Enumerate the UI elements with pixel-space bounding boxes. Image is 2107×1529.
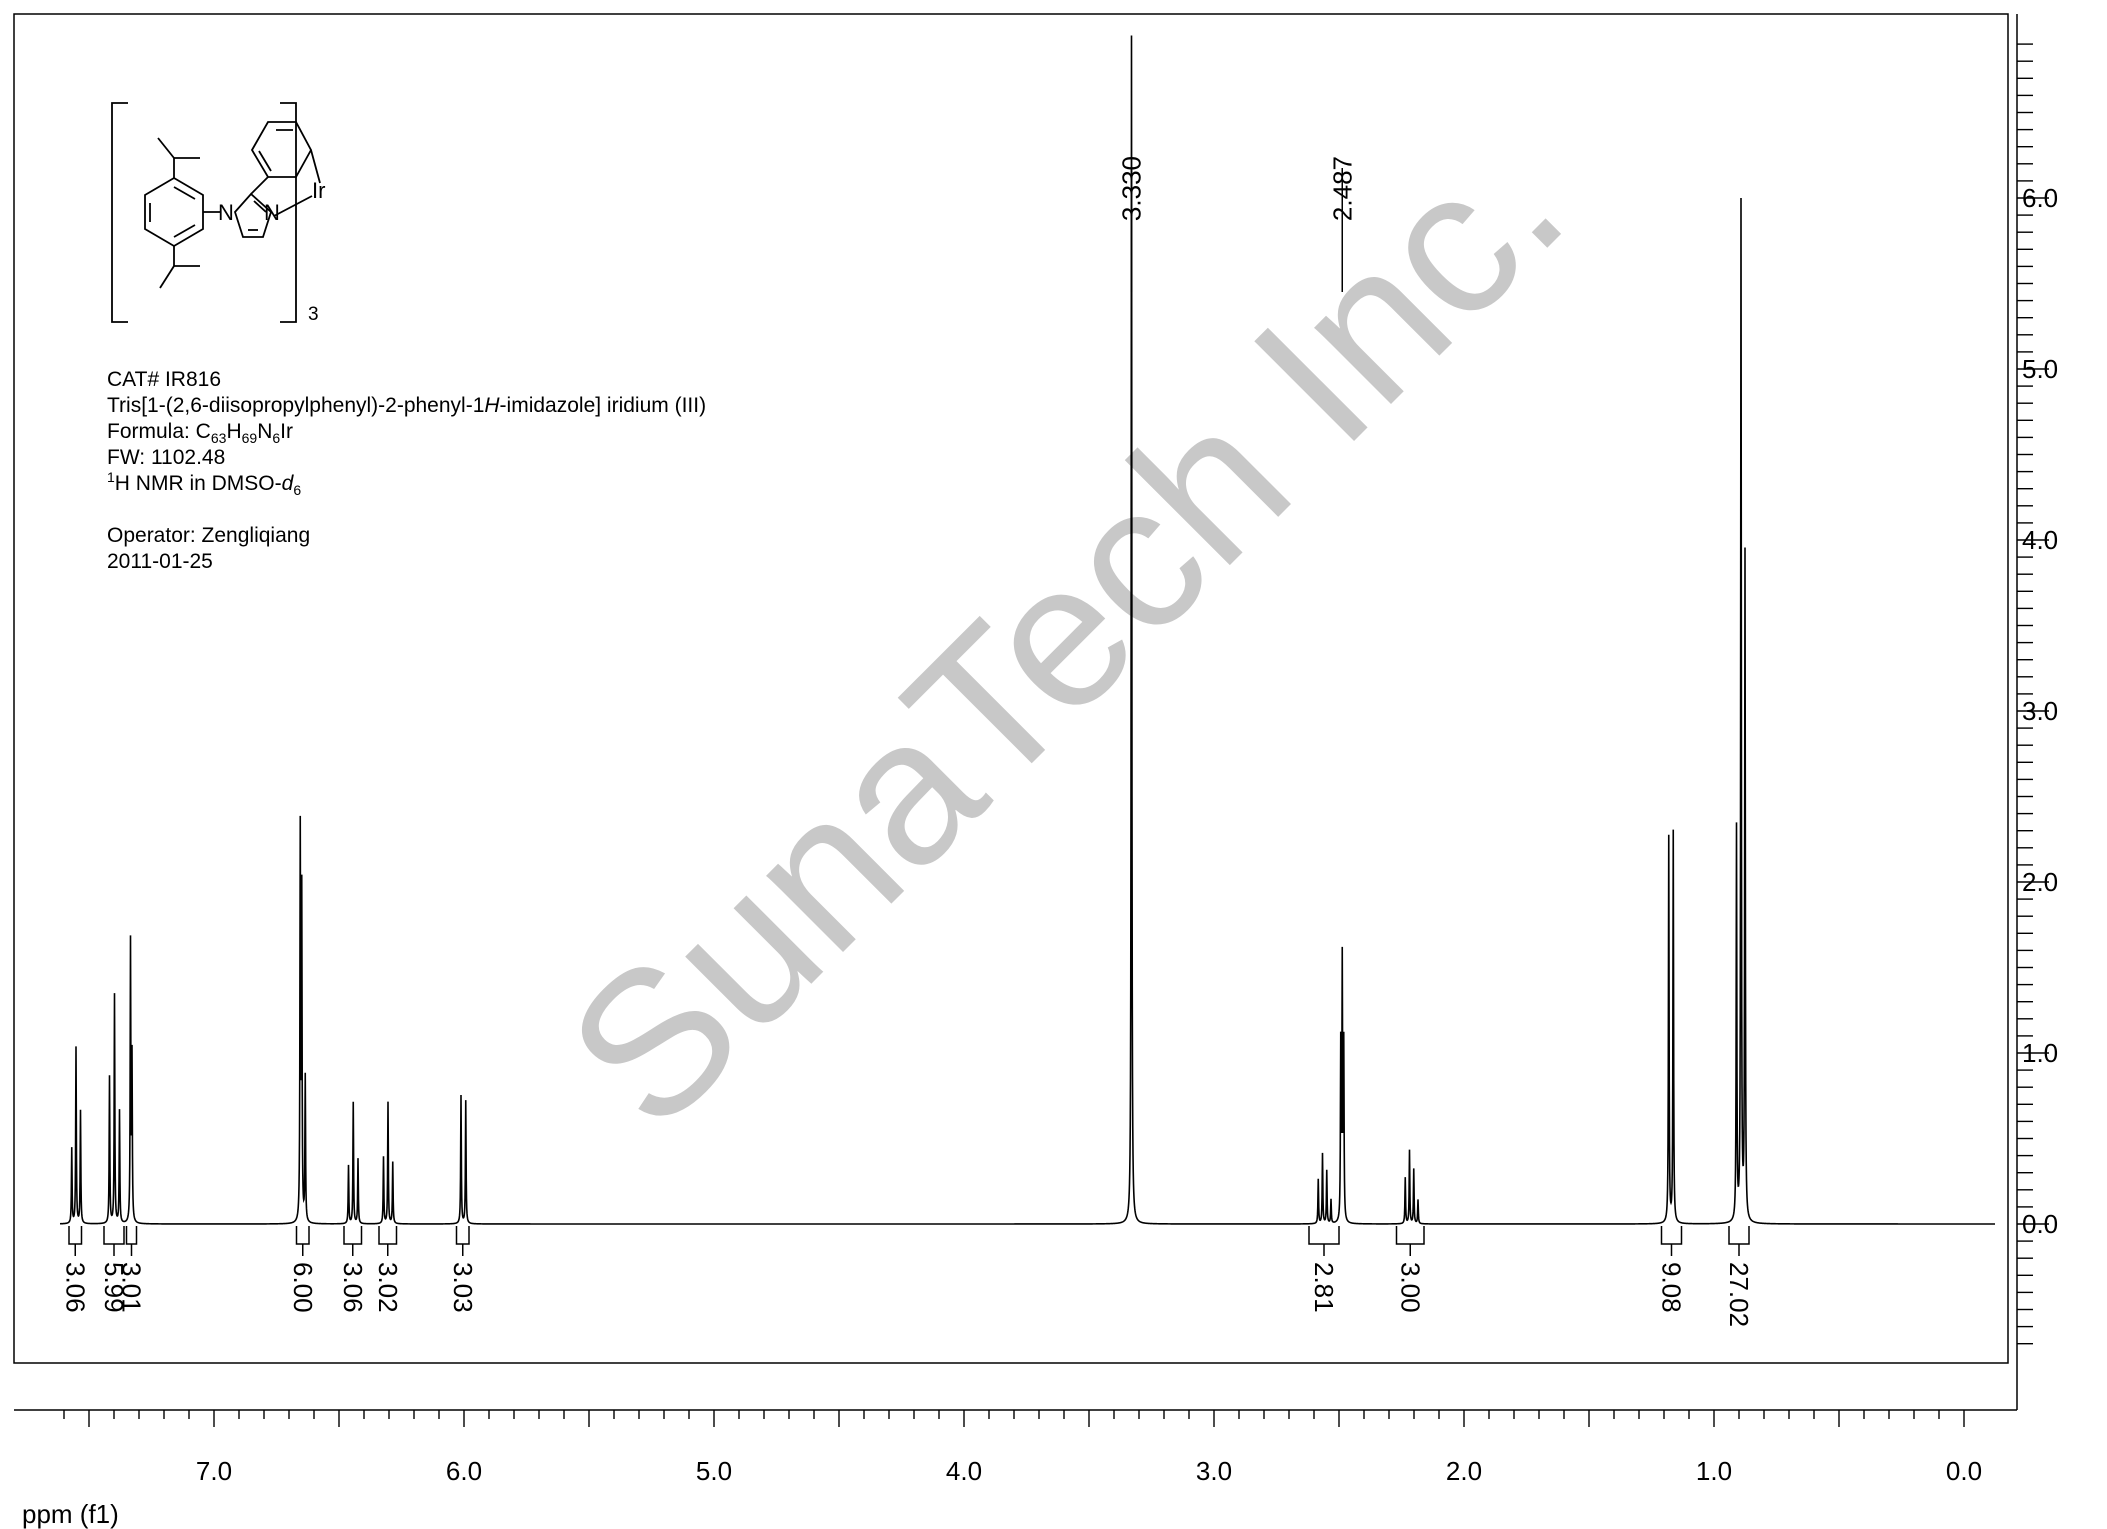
- plot-frame: [13, 13, 2009, 1364]
- compound-info: CAT# IR816 Tris[1-(2,6-diisopropylphenyl…: [107, 367, 706, 575]
- x-tick-label: 7.0: [196, 1456, 232, 1486]
- integral-bracket: [378, 1226, 398, 1256]
- y-tick-label: 1.0: [2022, 1038, 2058, 1068]
- x-tick-label: 4.0: [946, 1456, 982, 1486]
- x-tick-label: 2.0: [1446, 1456, 1482, 1486]
- integral-bracket: [103, 1226, 125, 1256]
- integral-label: 3.01: [117, 1262, 147, 1313]
- x-tick-label: 6.0: [446, 1456, 482, 1486]
- integral-label: 6.00: [288, 1262, 318, 1313]
- integral-label: 2.81: [1309, 1262, 1339, 1313]
- y-tick-label: 4.0: [2022, 525, 2058, 555]
- integral-bracket: [1395, 1226, 1425, 1256]
- atom-n1-label: N: [218, 200, 234, 225]
- integral-bracket: [1728, 1226, 1750, 1256]
- catalog-number: CAT# IR816: [107, 368, 221, 391]
- integral-label: 3.02: [373, 1262, 403, 1313]
- atom-n2-label: N: [264, 200, 280, 225]
- integral-bracket: [125, 1226, 138, 1256]
- y-tick-label: 5.0: [2022, 354, 2058, 384]
- integral-bracket: [1660, 1226, 1683, 1256]
- peak-label: 2.487: [1327, 156, 1357, 221]
- x-tick-label: 3.0: [1196, 1456, 1232, 1486]
- integral-label: 3.06: [338, 1262, 368, 1313]
- x-axis-label: ppm (f1): [22, 1499, 119, 1529]
- date: 2011-01-25: [107, 550, 213, 573]
- integral-bracket: [343, 1226, 363, 1256]
- formula-weight: FW: 1102.48: [107, 446, 226, 469]
- y-tick-label: 2.0: [2022, 867, 2058, 897]
- integral-label: 3.03: [448, 1262, 478, 1313]
- atom-ir-label: Ir: [312, 178, 325, 203]
- x-tick-label: 5.0: [696, 1456, 732, 1486]
- formula: Formula: C63H69N6Ir: [107, 420, 293, 447]
- integral-label: 5.99: [99, 1262, 129, 1313]
- compound-name: Tris[1-(2,6-diisopropylphenyl)-2-phenyl-…: [107, 394, 707, 417]
- structure-subscript: 3: [308, 304, 319, 325]
- axis-ticks: 7.0 6.0 5.0 4.0 3.0 2.0 1.0 0.0 0.0 1.0 2.0 3.0 4.0 5…: [63, 43, 2058, 1486]
- y-tick-label: 3.0: [2022, 696, 2058, 726]
- integral-bracket: [1308, 1226, 1340, 1256]
- integral-label: 3.06: [60, 1262, 90, 1313]
- x-tick-label: 1.0: [1696, 1456, 1732, 1486]
- integral-label: 9.08: [1657, 1262, 1687, 1313]
- spectrum-trace: [59, 35, 1995, 1225]
- y-tick-label: 0.0: [2022, 1209, 2058, 1239]
- integral-label: 27.02: [1724, 1262, 1754, 1327]
- integral-label: 3.00: [1395, 1262, 1425, 1313]
- nmr-conditions: 1H NMR in DMSO-d6: [107, 469, 302, 499]
- x-tick-label: 0.0: [1946, 1456, 1982, 1486]
- operator: Operator: Zengliqiang: [107, 524, 311, 547]
- integral-bracket: [68, 1226, 83, 1256]
- integral-bracket: [455, 1226, 470, 1256]
- y-tick-label: 6.0: [2022, 183, 2058, 213]
- chemical-structure: [111, 102, 321, 323]
- integral-bracket: [295, 1226, 310, 1256]
- integral-markers: 3.06 5.993.01 6.00 3.06 3.02 3.03 2.81 3.00 9.08…: [60, 1226, 1754, 1327]
- structure-labels: N N Ir 3: [218, 178, 325, 325]
